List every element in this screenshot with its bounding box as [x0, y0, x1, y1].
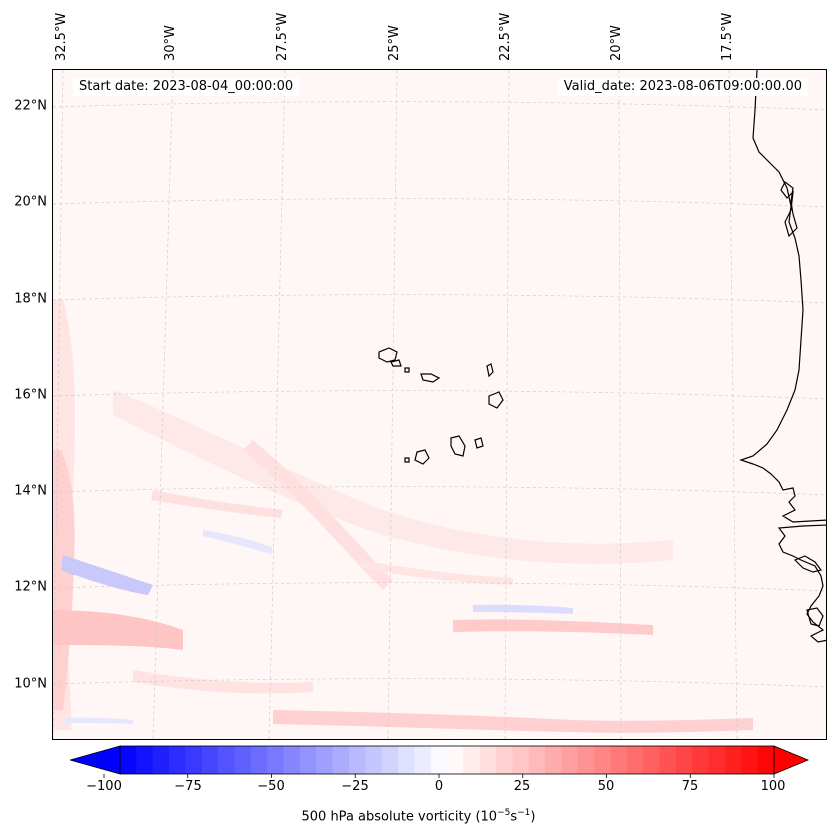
colorbar-cell	[120, 746, 137, 774]
colorbar-min-extend	[70, 745, 121, 775]
lat-label-16n: 16°N	[14, 387, 47, 403]
colorbar-cell	[496, 746, 513, 774]
colorbar-cell	[528, 746, 546, 774]
colorbar-cell	[447, 746, 464, 774]
colorbar-cell	[234, 746, 252, 774]
lon-label-25w: 25°W	[387, 25, 402, 61]
colorbar-cells	[120, 746, 775, 774]
colorbar-cell	[594, 746, 611, 774]
lon-label-32-5w: 32.5°W	[54, 12, 69, 61]
colorbar-cell	[741, 746, 759, 774]
colorbar-cell	[430, 746, 448, 774]
coastline	[739, 70, 826, 643]
colorbar-cell	[316, 746, 334, 774]
colorbar-tick-marks	[103, 774, 775, 778]
colorbar-cell	[169, 746, 186, 774]
colorbar-cell	[185, 746, 203, 774]
colorbar-cell	[136, 746, 154, 774]
colorbar-cell	[397, 746, 415, 774]
colorbar-tick-label: −75	[174, 779, 202, 794]
lat-label-22n: 22°N	[14, 98, 47, 114]
colorbar	[70, 745, 810, 778]
colorbar-cell	[577, 746, 595, 774]
lon-label-30w: 30°W	[163, 25, 178, 61]
colorbar-cell	[332, 746, 350, 774]
colorbar-tick-label: −50	[257, 779, 285, 794]
colorbar-tick-label: 50	[597, 779, 615, 794]
colorbar-cell	[479, 746, 497, 774]
lat-label-12n: 12°N	[14, 579, 47, 595]
colorbar-tick-label: −100	[86, 779, 122, 794]
lon-label-17-5w: 17.5°W	[720, 12, 735, 61]
colorbar-cell	[692, 746, 710, 774]
colorbar-cell	[365, 746, 383, 774]
colorbar-cell	[283, 746, 301, 774]
colorbar-cell	[724, 746, 742, 774]
colorbar-cell	[201, 746, 219, 774]
vorticity-field	[53, 70, 826, 739]
lon-label-27-5w: 27.5°W	[275, 12, 290, 61]
map-canvas	[53, 70, 826, 739]
colorbar-cell	[267, 746, 284, 774]
lat-label-20n: 20°N	[14, 194, 47, 210]
valid-date-label: Valid_date: 2023-08-06T09:00:00.00	[557, 78, 808, 96]
colorbar-title-main: 500 hPa absolute vorticity (10	[301, 809, 498, 825]
lon-label-20w: 20°W	[609, 25, 624, 61]
lat-label-14n: 14°N	[14, 483, 47, 499]
colorbar-tick-label: 100	[760, 779, 786, 794]
colorbar-title-exp2: −1	[517, 808, 531, 818]
colorbar-cell	[610, 746, 628, 774]
colorbar-cell	[757, 746, 775, 774]
lat-label-10n: 10°N	[14, 676, 47, 692]
colorbar-cell	[643, 746, 661, 774]
colorbar-cell	[348, 746, 366, 774]
colorbar-outline	[119, 745, 775, 775]
gridlines	[53, 70, 826, 739]
colorbar-cell	[381, 746, 399, 774]
colorbar-max-extend	[773, 745, 810, 775]
colorbar-cell	[250, 746, 268, 774]
colorbar-cell	[626, 746, 644, 774]
colorbar-cell	[463, 746, 481, 774]
colorbar-cell	[545, 746, 562, 774]
colorbar-cell	[218, 746, 235, 774]
start-date-label: Start date: 2023-08-04_00:00:00	[73, 78, 300, 96]
colorbar-cell	[561, 746, 579, 774]
colorbar-tick-label: −25	[341, 779, 369, 794]
colorbar-title-unit: s	[510, 809, 518, 825]
map-frame: Start date: 2023-08-04_00:00:00 Valid_da…	[52, 69, 827, 740]
colorbar-cell	[512, 746, 530, 774]
colorbar-title: 500 hPa absolute vorticity (10−5s−1)	[0, 808, 837, 824]
colorbar-cell	[299, 746, 317, 774]
cape-verde-islands	[378, 347, 504, 465]
colorbar-tick-label: 25	[513, 779, 531, 794]
colorbar-cell	[675, 746, 693, 774]
lat-label-18n: 18°N	[14, 291, 47, 307]
colorbar-cell	[414, 746, 432, 774]
colorbar-cell	[659, 746, 677, 774]
colorbar-title-exp1: −5	[497, 808, 511, 818]
colorbar-cell	[152, 746, 170, 774]
colorbar-tick-label: 75	[681, 779, 699, 794]
colorbar-cell	[708, 746, 726, 774]
lon-label-22-5w: 22.5°W	[498, 12, 513, 61]
colorbar-tick-label: 0	[434, 779, 444, 794]
colorbar-title-end: )	[530, 809, 536, 825]
